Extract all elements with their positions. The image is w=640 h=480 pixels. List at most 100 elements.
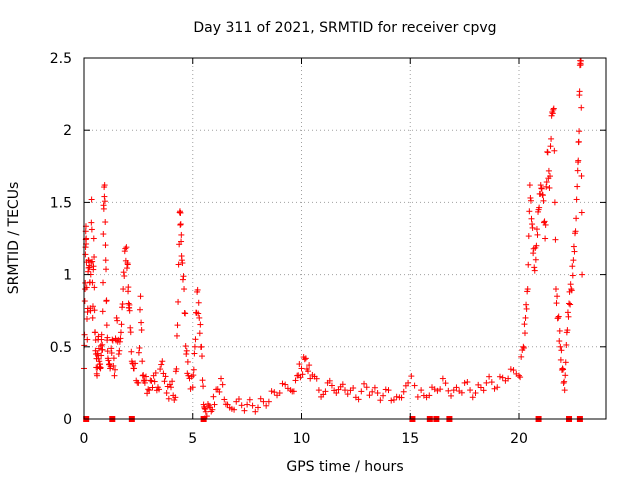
data-point	[374, 390, 381, 397]
data-point	[147, 377, 154, 384]
data-point	[183, 351, 190, 358]
data-point	[178, 231, 185, 238]
data-point	[184, 358, 191, 365]
data-point	[257, 395, 264, 402]
data-point	[414, 393, 421, 400]
data-point	[437, 386, 444, 393]
data-point	[140, 372, 147, 379]
data-point	[538, 185, 545, 192]
data-point	[128, 348, 135, 355]
data-point	[121, 273, 128, 280]
y-tick-label: 2	[63, 123, 72, 139]
data-point	[174, 322, 181, 329]
data-point	[326, 377, 333, 384]
data-point	[575, 139, 582, 146]
data-point	[210, 393, 217, 400]
data-point	[219, 381, 226, 388]
data-point	[178, 238, 185, 245]
data-point	[91, 284, 98, 291]
data-point	[570, 257, 577, 264]
data-point	[139, 358, 146, 365]
data-point	[83, 284, 90, 291]
data-point	[483, 379, 490, 386]
data-point	[177, 221, 184, 228]
data-point	[194, 286, 201, 293]
data-point	[388, 397, 395, 404]
data-point	[139, 372, 146, 379]
data-point	[541, 218, 548, 225]
data-point	[551, 199, 558, 206]
data-point	[249, 402, 256, 409]
data-point	[529, 221, 536, 228]
data-point	[221, 396, 228, 403]
data-point	[110, 355, 117, 362]
data-point	[510, 367, 517, 374]
data-point	[536, 204, 543, 211]
data-point	[175, 261, 182, 268]
data-point	[92, 329, 99, 336]
data-point	[111, 366, 118, 373]
plot-frame	[83, 57, 607, 420]
data-point	[563, 341, 570, 348]
data-points	[81, 57, 586, 422]
data-point	[361, 380, 368, 387]
data-point	[135, 349, 142, 356]
data-point	[534, 231, 541, 238]
data-point	[181, 286, 188, 293]
data-point	[268, 388, 275, 395]
data-point	[507, 366, 514, 373]
data-point	[576, 128, 583, 135]
chart-title: Day 311 of 2021, SRMTID for receiver cpv…	[193, 20, 496, 36]
data-point	[305, 368, 312, 375]
data-point	[145, 386, 152, 393]
data-point	[198, 353, 205, 360]
data-point	[442, 380, 449, 387]
data-point	[467, 387, 474, 394]
data-point	[231, 406, 238, 413]
data-point	[116, 347, 123, 354]
data-point	[573, 215, 580, 222]
data-point	[313, 375, 320, 382]
data-point	[532, 244, 539, 251]
data-point	[350, 384, 357, 391]
data-point	[320, 391, 327, 398]
y-tick-label: 0	[63, 412, 72, 428]
data-point	[105, 357, 112, 364]
data-point	[89, 258, 96, 265]
data-point	[137, 293, 144, 300]
data-point	[81, 331, 88, 338]
data-point	[187, 385, 194, 392]
data-point	[408, 373, 415, 380]
data-point	[98, 352, 105, 359]
data-point	[458, 389, 465, 396]
data-point	[177, 209, 184, 216]
data-point	[344, 391, 351, 398]
data-point	[126, 301, 133, 308]
data-point	[98, 331, 105, 338]
data-point	[117, 329, 124, 336]
data-point	[169, 378, 176, 385]
data-point	[89, 303, 96, 310]
data-point	[83, 315, 90, 322]
data-point	[537, 182, 544, 189]
data-point	[355, 396, 362, 403]
data-point	[578, 104, 585, 111]
data-point	[578, 172, 585, 179]
data-point	[538, 185, 545, 192]
data-point	[157, 366, 164, 373]
data-point	[202, 408, 209, 415]
data-point	[393, 393, 400, 400]
data-point	[279, 380, 286, 387]
data-point	[496, 373, 503, 380]
data-point	[307, 375, 314, 382]
data-point	[93, 370, 100, 377]
x-tick-label: 15	[401, 431, 419, 447]
data-point	[200, 383, 207, 390]
data-point	[103, 297, 110, 304]
data-point	[570, 243, 577, 250]
data-point	[572, 230, 579, 237]
data-point	[342, 387, 348, 394]
data-point	[118, 321, 125, 328]
data-point	[163, 390, 170, 397]
